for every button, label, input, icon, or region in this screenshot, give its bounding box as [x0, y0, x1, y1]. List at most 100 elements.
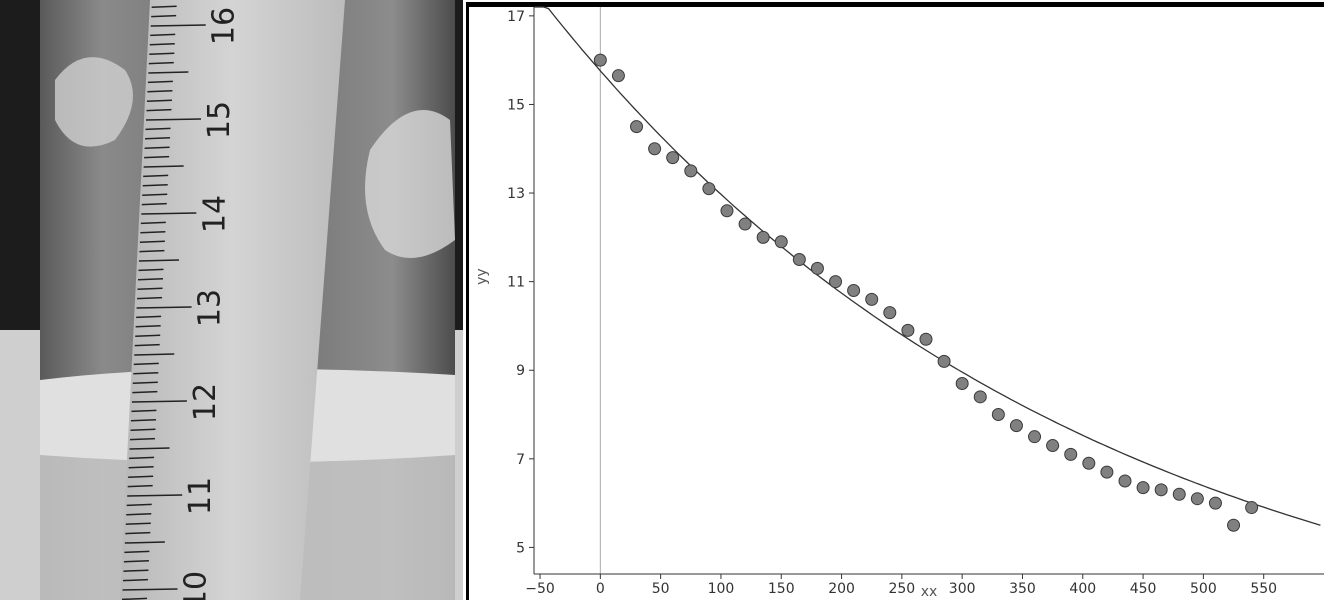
ruler-tick [145, 137, 171, 140]
y-tick-label: 13 [507, 186, 525, 202]
data-point [648, 142, 662, 156]
x-tick-label: −50 [525, 581, 555, 597]
ruler-tick [134, 343, 160, 347]
ruler-tick [133, 372, 159, 375]
x-tick-label: 250 [888, 581, 915, 597]
data-point [829, 275, 843, 289]
data-point [973, 390, 987, 404]
data-point [810, 261, 824, 275]
y-tick-label: 11 [507, 275, 525, 291]
ruler-tick [144, 155, 170, 159]
y-tick-label: 7 [516, 452, 525, 468]
ruler-number: 14 [197, 195, 232, 233]
data-point [1100, 465, 1114, 479]
ruler-tick [137, 278, 164, 281]
x-axis-ticks: −50 0 50 100 150 200 250 300 350 400 450 500 550 [525, 574, 1277, 597]
data-point [1245, 501, 1259, 515]
ruler-tick [127, 484, 153, 488]
y-tick-label: 9 [516, 363, 525, 379]
ruler-tick [137, 287, 163, 290]
data-point [883, 306, 897, 320]
data-point [630, 120, 644, 134]
ruler-tick [151, 14, 177, 18]
ruler-tick [125, 531, 151, 535]
data-point [1227, 518, 1241, 532]
data-point [702, 182, 716, 196]
ruler-tick [139, 240, 165, 243]
data-point [1046, 439, 1060, 453]
data-point [901, 323, 915, 337]
ruler-number: 12 [188, 383, 223, 421]
y-tick-label: 15 [507, 97, 525, 113]
y-axis-label: yy [474, 268, 490, 285]
ruler-number: 16 [207, 7, 242, 45]
ruler-tick [135, 334, 161, 337]
ruler-tick [145, 127, 171, 131]
ruler-tick [151, 5, 177, 8]
scatter-chart: −50 0 50 100 150 200 250 300 350 400 450 500 550 5 7 9… [466, 2, 1324, 600]
x-tick-label: 50 [652, 581, 670, 597]
ruler-tick [131, 400, 187, 403]
fitted-curve [534, 6, 1321, 526]
y-tick-label: 5 [516, 540, 525, 556]
chart-left-border [466, 2, 469, 600]
ruler-number: 15 [202, 101, 237, 139]
ruler-tick [122, 597, 148, 600]
ruler-tick [149, 52, 175, 55]
data-point [1136, 481, 1150, 495]
ruler-tick [126, 513, 152, 516]
x-tick-label: 200 [828, 581, 855, 597]
ruler-tick [135, 325, 161, 328]
data-point [847, 284, 861, 297]
data-point [937, 354, 951, 368]
ruler-tick [124, 550, 150, 554]
ruler-tick [130, 428, 156, 431]
ruler-tick [148, 61, 174, 65]
x-tick-label: 500 [1190, 581, 1217, 597]
ruler-tick [126, 503, 152, 507]
ruler-tick [133, 362, 159, 366]
data-point [720, 204, 734, 218]
data-point [1082, 456, 1096, 470]
data-point [1118, 474, 1132, 488]
data-point [774, 235, 788, 249]
ruler-ticks [122, 5, 206, 600]
ruler-number: 13 [193, 289, 228, 327]
ruler-tick [136, 306, 192, 309]
y-tick-label: 17 [507, 9, 525, 25]
ruler-tick [127, 494, 183, 497]
ruler-tick [150, 24, 206, 27]
x-axis-label: xx [921, 584, 938, 600]
ruler-tick [129, 456, 155, 460]
data-point [666, 151, 680, 165]
ruler-tick [147, 90, 173, 93]
ruler-tick [123, 560, 149, 563]
ruler-tick [134, 353, 175, 356]
ruler-tick [130, 419, 156, 422]
ruler-tick [122, 578, 148, 582]
ruler-tick [128, 475, 154, 478]
ruler-tick [141, 202, 167, 206]
ruler-body [120, 0, 345, 600]
ruler-tick [138, 259, 179, 262]
data-point [1208, 496, 1222, 510]
ruler-tick [149, 43, 175, 46]
data-point [1009, 419, 1023, 433]
ruler-tick [122, 588, 178, 591]
ruler-tick [123, 569, 149, 572]
ruler-tick [140, 221, 166, 225]
x-tick-label: 350 [1009, 581, 1036, 597]
foam-splash-right [365, 110, 455, 258]
ruler-tick [147, 80, 173, 84]
ruler-tick [137, 296, 163, 300]
ruler-tick [132, 390, 158, 394]
x-tick-label: 100 [708, 581, 735, 597]
data-point [1172, 487, 1186, 501]
ruler-tick [142, 193, 168, 196]
data-point [756, 230, 770, 244]
data-point [1028, 430, 1042, 444]
data-point [1190, 492, 1204, 506]
ruler-number: 10 [179, 571, 214, 600]
data-point [611, 69, 625, 83]
data-point [991, 408, 1005, 422]
